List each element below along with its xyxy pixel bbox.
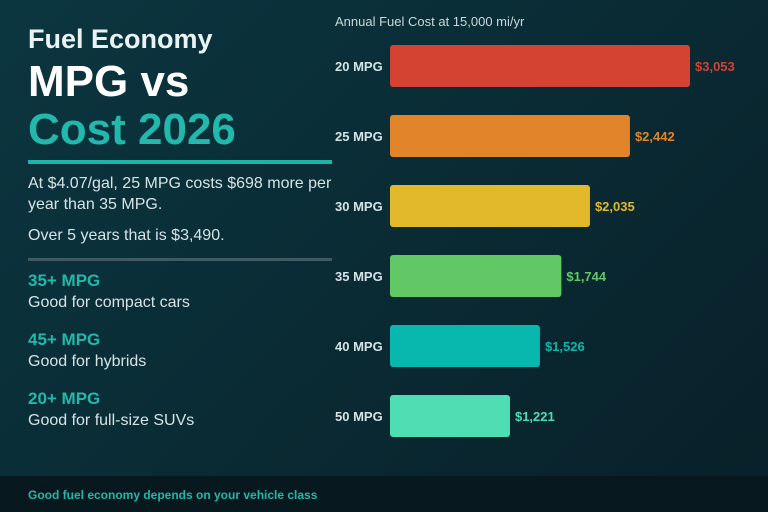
section-divider xyxy=(28,258,332,261)
tier-hybrid: 45+ MPG Good for hybrids xyxy=(28,329,332,372)
tier-heading: 45+ MPG xyxy=(28,330,101,349)
category-label: 40 MPG xyxy=(335,339,383,354)
chart-title: Annual Fuel Cost at 15,000 mi/yr xyxy=(335,14,525,29)
bar xyxy=(390,395,510,437)
category-label: 20 MPG xyxy=(335,59,383,74)
category-label: 30 MPG xyxy=(335,199,383,214)
page-title-line1: MPG vs xyxy=(28,57,190,106)
value-label: $1,526 xyxy=(545,339,585,354)
category-label: 25 MPG xyxy=(335,129,383,144)
page-title-line2: Cost 2026 xyxy=(28,105,236,154)
mpg-tiers: 35+ MPG Good for compact cars 45+ MPG Go… xyxy=(28,270,332,431)
value-label: $3,053 xyxy=(695,59,735,74)
bar xyxy=(390,325,540,367)
tier-suv: 20+ MPG Good for full-size SUVs xyxy=(28,388,332,431)
footer-bar: Good fuel economy depends on your vehicl… xyxy=(0,476,768,512)
tier-heading: 20+ MPG xyxy=(28,389,101,408)
tier-heading: 35+ MPG xyxy=(28,271,101,290)
five-year-note: Over 5 years that is $3,490. xyxy=(28,227,225,244)
bar xyxy=(390,255,562,297)
tier-description: Good for compact cars xyxy=(28,294,190,311)
category-label: 35 MPG xyxy=(335,269,383,284)
info-panel: Fuel Economy MPG vs Cost 2026 At $4.07/g… xyxy=(28,22,332,431)
bar xyxy=(390,115,630,157)
bar xyxy=(390,185,590,227)
cost-description: At $4.07/gal, 25 MPG costs $698 more per… xyxy=(28,175,332,213)
footer-text: Good fuel economy depends on your vehicl… xyxy=(28,488,318,502)
category-label: 50 MPG xyxy=(335,409,383,424)
tier-description: Good for hybrids xyxy=(28,353,147,370)
value-label: $2,035 xyxy=(595,199,635,214)
value-label: $1,744 xyxy=(566,269,607,284)
bar xyxy=(390,45,690,87)
fuel-cost-chart: Annual Fuel Cost at 15,000 mi/yr 20 MPG $… xyxy=(335,14,735,437)
bar-group: 20 MPG $3,053 25 MPG $2,442 30 MPG $2,035 35 M… xyxy=(335,45,735,437)
tier-description: Good for full-size SUVs xyxy=(28,412,195,429)
kicker-title: Fuel Economy xyxy=(28,24,213,54)
value-label: $1,221 xyxy=(515,409,555,424)
value-label: $2,442 xyxy=(635,129,675,144)
tier-compact: 35+ MPG Good for compact cars xyxy=(28,270,332,313)
title-divider xyxy=(28,160,332,164)
